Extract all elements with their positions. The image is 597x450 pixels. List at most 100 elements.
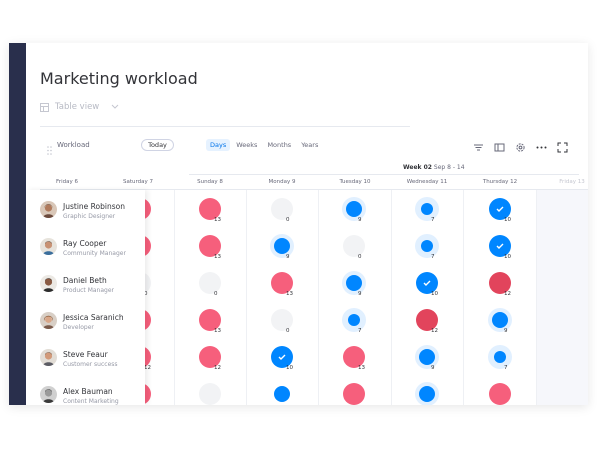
workload-cell[interactable]: 13 [190, 192, 230, 226]
day-header: Saturday 7 [122, 179, 154, 185]
workload-cell[interactable] [480, 377, 520, 405]
workload-cell[interactable]: 10 [480, 192, 520, 226]
workload-cell[interactable]: 0 [334, 229, 374, 263]
completed-indicator [489, 235, 511, 257]
workload-indicator [346, 275, 362, 291]
person-name: Alex Bauman [63, 387, 113, 396]
overload-indicator [199, 198, 221, 220]
person-role: Customer success [63, 361, 118, 368]
tab-years[interactable]: Years [301, 141, 319, 149]
day-headers: Friday 6 Saturday 7 Sunday 8 Monday 9 Tu… [9, 179, 588, 189]
workload-cell[interactable]: 9 [480, 303, 520, 337]
workload-cell[interactable]: 7 [407, 192, 447, 226]
workload-cell[interactable]: 9 [407, 340, 447, 374]
person-row[interactable]: Alex Bauman Content Marketing [26, 375, 145, 405]
settings-icon[interactable] [515, 138, 526, 152]
workload-card: Marketing workload Table view Workload T… [9, 43, 588, 405]
hours-count: 13 [214, 254, 221, 260]
avatar [40, 312, 57, 329]
full-capacity-indicator [489, 272, 511, 294]
workload-cell[interactable]: 12 [480, 266, 520, 300]
workload-cell[interactable]: 10 [262, 340, 302, 374]
empty-indicator [271, 309, 293, 331]
workload-label: Workload [57, 141, 90, 149]
tab-months[interactable]: Months [267, 141, 292, 149]
hours-count: 0 [286, 328, 290, 334]
workload-cell[interactable]: 7 [334, 303, 374, 337]
workload-cell[interactable]: 0 [262, 303, 302, 337]
workload-indicator [421, 240, 433, 252]
week-number: Week 02 [403, 164, 432, 171]
workload-cell[interactable]: 0 [262, 192, 302, 226]
hours-count: 0 [358, 254, 362, 260]
column-separator [536, 190, 537, 405]
workload-cell[interactable] [334, 377, 374, 405]
left-nav-strip[interactable] [9, 43, 26, 405]
workload-indicator [494, 351, 506, 363]
filter-icon[interactable] [473, 138, 484, 151]
person-row[interactable]: Ray Cooper Community Manager [26, 227, 145, 264]
table-icon [40, 102, 49, 112]
hours-count: 12 [431, 328, 438, 334]
column-separator [318, 190, 319, 405]
workload-cell[interactable]: 13 [262, 266, 302, 300]
workload-cell[interactable] [407, 377, 447, 405]
page-title: Marketing workload [40, 69, 198, 88]
hours-count: 7 [358, 328, 362, 334]
week-divider [189, 174, 579, 175]
avatar [40, 201, 57, 218]
workload-cell[interactable]: 7 [480, 340, 520, 374]
column-separator [463, 190, 464, 405]
view-selector[interactable]: Table view [40, 102, 119, 112]
empty-indicator [271, 198, 293, 220]
workload-cell[interactable]: 10 [480, 229, 520, 263]
person-role: Graphic Designer [63, 213, 116, 220]
workload-cell[interactable]: 7 [407, 229, 447, 263]
overload-indicator [199, 235, 221, 257]
zoom-tabs: Days Weeks Months Years [206, 139, 322, 151]
person-row[interactable]: Jessica Saranich Developer [26, 301, 145, 338]
person-role: Developer [63, 324, 94, 331]
workload-cell[interactable] [262, 377, 302, 405]
day-header: Friday 13 [559, 179, 585, 185]
hours-count: 10 [431, 291, 438, 297]
chevron-down-icon [111, 104, 119, 110]
panel-icon[interactable] [494, 138, 505, 152]
column-separator [391, 190, 392, 405]
hours-count: 10 [286, 365, 293, 371]
today-button[interactable]: Today [141, 139, 174, 151]
more-icon[interactable] [536, 138, 547, 149]
workload-cell[interactable]: 9 [334, 192, 374, 226]
workload-cell[interactable]: 13 [334, 340, 374, 374]
completed-indicator [416, 272, 438, 294]
hours-count: 12 [144, 365, 151, 371]
overload-indicator [489, 383, 511, 405]
workload-cell[interactable]: 12 [407, 303, 447, 337]
tab-weeks[interactable]: Weeks [236, 141, 258, 149]
workload-cell[interactable]: 9 [262, 229, 302, 263]
view-label: Table view [55, 102, 100, 112]
toolbar-icons [473, 138, 568, 153]
workload-cell[interactable] [190, 377, 230, 405]
empty-indicator [199, 272, 221, 294]
hours-count: 12 [214, 365, 221, 371]
person-row[interactable]: Justine Robinson Graphic Designer [26, 190, 145, 227]
person-row[interactable]: Daniel Beth Product Manager [26, 264, 145, 301]
column-separator [246, 190, 247, 405]
fullscreen-icon[interactable] [557, 138, 568, 153]
workload-cell[interactable]: 13 [190, 303, 230, 337]
day-header: Thursday 12 [482, 179, 518, 185]
drag-handle-icon[interactable] [47, 140, 52, 159]
hours-count: 12 [504, 291, 511, 297]
hours-count: 0 [214, 291, 218, 297]
person-name: Justine Robinson [63, 202, 125, 211]
completed-indicator [489, 198, 511, 220]
workload-cell[interactable]: 12 [190, 340, 230, 374]
workload-cell[interactable]: 13 [190, 229, 230, 263]
hours-count: 10 [504, 217, 511, 223]
tab-days[interactable]: Days [206, 139, 231, 151]
workload-cell[interactable]: 0 [190, 266, 230, 300]
person-row[interactable]: Steve Feaur Customer success [26, 338, 145, 375]
workload-cell[interactable]: 9 [334, 266, 374, 300]
workload-cell[interactable]: 10 [407, 266, 447, 300]
